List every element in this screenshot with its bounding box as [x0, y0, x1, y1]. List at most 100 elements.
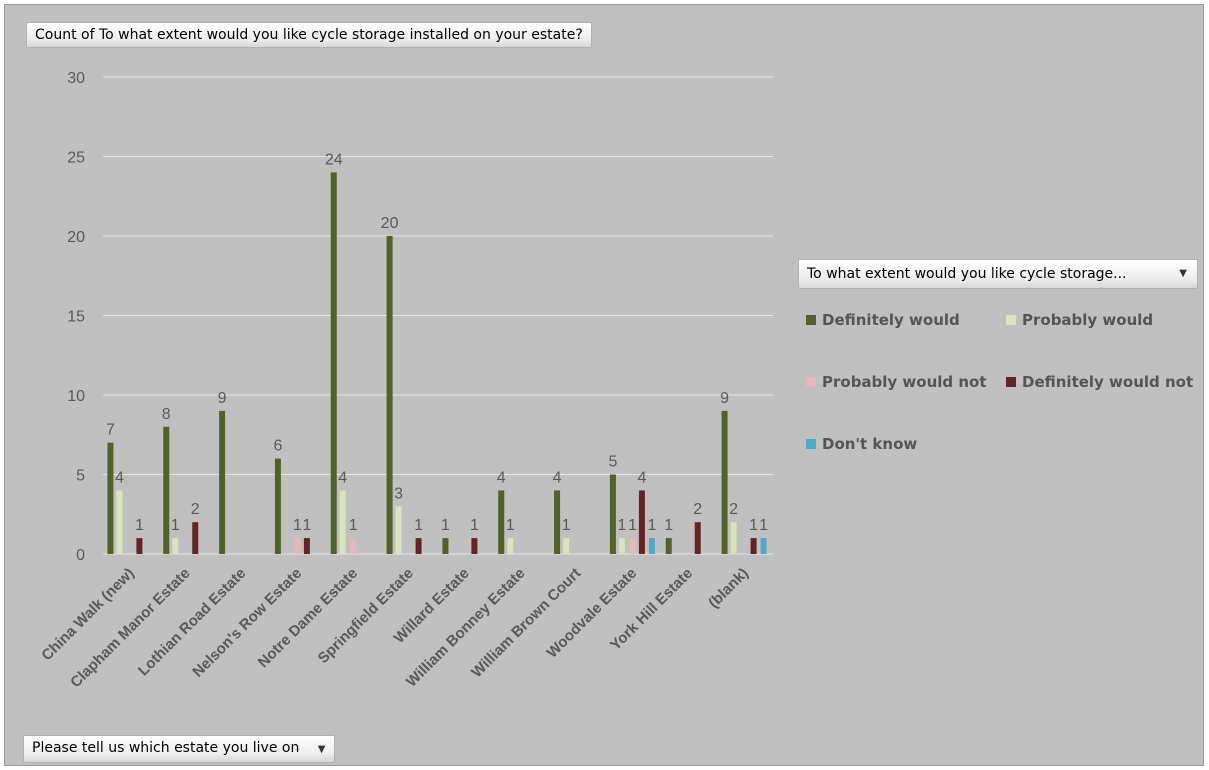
y-tick-label: 5	[76, 468, 85, 485]
chart-frame: 0 5 10 15 20 25 30 7 8 9 6 24 20 1 4 4 5 1 9 4 1 4 3 1 1 1 2 1 1 1 1 2 1…	[4, 4, 1204, 766]
bar	[163, 426, 170, 554]
data-label: 1	[647, 517, 656, 534]
values-field-button[interactable]: Count of To what extent would you like c…	[26, 22, 592, 48]
legend-field-button[interactable]: To what extent would you like cycle stor…	[798, 259, 1198, 289]
data-label: 5	[608, 454, 617, 471]
legend-label: Definitely would not	[1022, 373, 1194, 391]
category-label: Springfield Estate	[315, 565, 417, 667]
dropdown-arrow-icon[interactable]: ▼	[1179, 268, 1187, 279]
legend-swatch	[806, 315, 816, 325]
data-label: 9	[218, 390, 227, 407]
data-label: 2	[729, 501, 738, 518]
bar	[274, 458, 281, 554]
bar	[694, 522, 701, 554]
y-tick-label: 10	[67, 388, 85, 405]
category-label: Nelson's Row Estate	[189, 565, 305, 681]
axis-field-label: Please tell us which estate you live on	[32, 740, 300, 756]
bar	[665, 538, 672, 554]
bar	[750, 538, 757, 554]
legend-item[interactable]: Probably would	[1006, 311, 1153, 329]
bar	[498, 490, 505, 554]
legend-swatch	[1006, 315, 1016, 325]
legend-label: Probably would not	[822, 373, 987, 391]
legend-item[interactable]: Definitely would not	[1006, 373, 1193, 391]
data-label: 1	[441, 517, 450, 534]
legend-field-label: To what extent would you like cycle stor…	[807, 266, 1127, 282]
dropdown-arrow-icon[interactable]: ▼	[317, 744, 326, 755]
data-label: 1	[171, 517, 180, 534]
data-label: 1	[628, 517, 637, 534]
data-label: 4	[497, 469, 506, 486]
y-tick-label: 0	[76, 547, 85, 564]
bar	[760, 538, 767, 554]
data-label: 1	[617, 517, 626, 534]
legend-swatch	[806, 377, 816, 387]
data-label: 4	[637, 469, 646, 486]
legend-swatch	[806, 439, 816, 449]
bar	[330, 172, 337, 554]
legend-item[interactable]: Don't know	[806, 435, 917, 453]
bar	[730, 522, 737, 554]
values-field-label: Count of To what extent would you like c…	[35, 27, 583, 43]
bar	[192, 522, 199, 554]
legend-swatch	[1006, 377, 1016, 387]
data-label: 3	[394, 485, 403, 502]
data-label: 9	[720, 390, 729, 407]
bar	[442, 538, 449, 554]
bar	[629, 538, 636, 554]
data-label: 20	[381, 215, 399, 232]
data-label: 1	[302, 517, 311, 534]
bar	[618, 538, 625, 554]
bar	[303, 538, 310, 554]
bar	[554, 490, 561, 554]
bar	[339, 490, 346, 554]
legend-label: Definitely would	[822, 311, 960, 329]
data-label: 8	[162, 406, 171, 423]
data-label: 4	[115, 469, 124, 486]
bar	[471, 538, 478, 554]
data-label: 7	[106, 422, 115, 439]
bar	[386, 236, 393, 554]
bar	[136, 538, 143, 554]
data-label: 4	[553, 469, 562, 486]
y-tick-label: 20	[67, 229, 85, 246]
bar	[395, 506, 402, 554]
bar	[721, 410, 728, 554]
data-label: 1	[414, 517, 423, 534]
data-label: 1	[349, 517, 358, 534]
data-label: 2	[693, 501, 702, 518]
category-label: William Brown Court	[468, 565, 584, 681]
category-label: Lothian Road Estate	[135, 565, 250, 680]
data-label: 4	[338, 469, 347, 486]
category-label: China Walk (new)	[38, 565, 137, 664]
data-label: 24	[325, 151, 343, 168]
data-label: 1	[562, 517, 571, 534]
bar	[609, 474, 616, 554]
data-label: 6	[273, 438, 282, 455]
category-label: (blank)	[705, 565, 752, 612]
data-label: 1	[470, 517, 479, 534]
bar	[415, 538, 422, 554]
bar	[350, 538, 357, 554]
data-label: 1	[759, 517, 768, 534]
bar	[294, 538, 301, 554]
bar	[107, 442, 114, 554]
bar	[116, 490, 123, 554]
data-label: 2	[191, 501, 200, 518]
data-label: 1	[293, 517, 302, 534]
data-label: 1	[135, 517, 144, 534]
bar	[219, 410, 226, 554]
legend-item[interactable]: Definitely would	[806, 311, 960, 329]
legend-item[interactable]: Probably would not	[806, 373, 987, 391]
bar	[172, 538, 179, 554]
bar	[563, 538, 570, 554]
legend-label: Probably would	[1022, 311, 1154, 329]
category-label: Notre Dame Estate	[255, 565, 361, 671]
y-tick-label: 15	[67, 309, 85, 326]
bar	[507, 538, 514, 554]
bar	[648, 538, 655, 554]
y-tick-label: 25	[67, 150, 85, 167]
axis-field-button[interactable]: Please tell us which estate you live on …	[23, 735, 335, 763]
y-tick-label: 30	[67, 70, 85, 87]
